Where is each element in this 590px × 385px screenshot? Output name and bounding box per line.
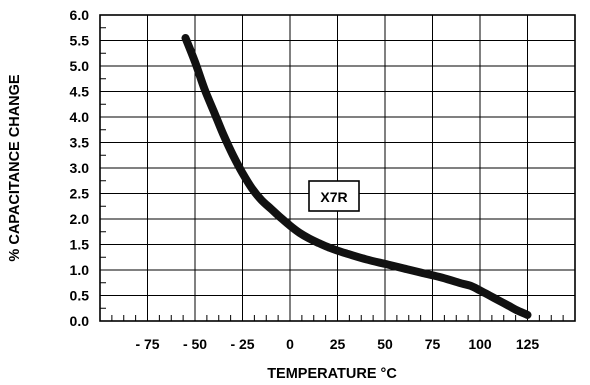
y-tick-label: 3.0 [70,160,90,176]
y-tick-label: 1.0 [70,262,90,278]
y-tick-labels: 0.0 0.5 1.0 1.5 2.0 2.5 3.0 3.5 4.0 4.5 5.0 5.5 6.0 [70,7,90,329]
x-tick-label: 125 [516,336,540,352]
y-tick-label: 2.5 [70,186,90,202]
x-tick-label: 0 [286,336,294,352]
plot-frame [99,14,576,322]
y-tick-label: 1.5 [70,237,90,253]
y-tick-label: 2.0 [70,211,90,227]
x-tick-labels: - 75 - 50 - 25 0 25 50 75 100 125 [135,336,539,352]
y-tick-label: 0.0 [70,313,90,329]
x-axis-title: TEMPERATURE °C [267,366,397,382]
y-axis-title: % CAPACITANCE CHANGE [7,74,23,261]
y-tick-label: 0.5 [70,288,90,304]
minor-ticks [100,14,564,322]
x-tick-label: - 25 [230,336,254,352]
annotation-label: X7R [320,189,347,205]
y-tick-label: 5.0 [70,58,90,74]
annotation-box: X7R [308,180,360,212]
x-tick-label: 50 [377,336,393,352]
series-layer [181,34,532,319]
y-tick-label: 4.5 [70,84,90,100]
x7r-curve [181,34,532,319]
annotation-frame [308,180,360,212]
x-tick-label: 25 [330,336,346,352]
y-tick-label: 5.5 [70,33,90,49]
x-tick-label: 75 [425,336,441,352]
x-tick-label: - 75 [135,336,159,352]
y-tick-label: 3.5 [70,135,90,151]
x-tick-label: - 50 [183,336,207,352]
y-tick-label: 4.0 [70,109,90,125]
grid [100,14,575,322]
x-tick-label: 100 [468,336,492,352]
y-tick-label: 6.0 [70,7,90,23]
